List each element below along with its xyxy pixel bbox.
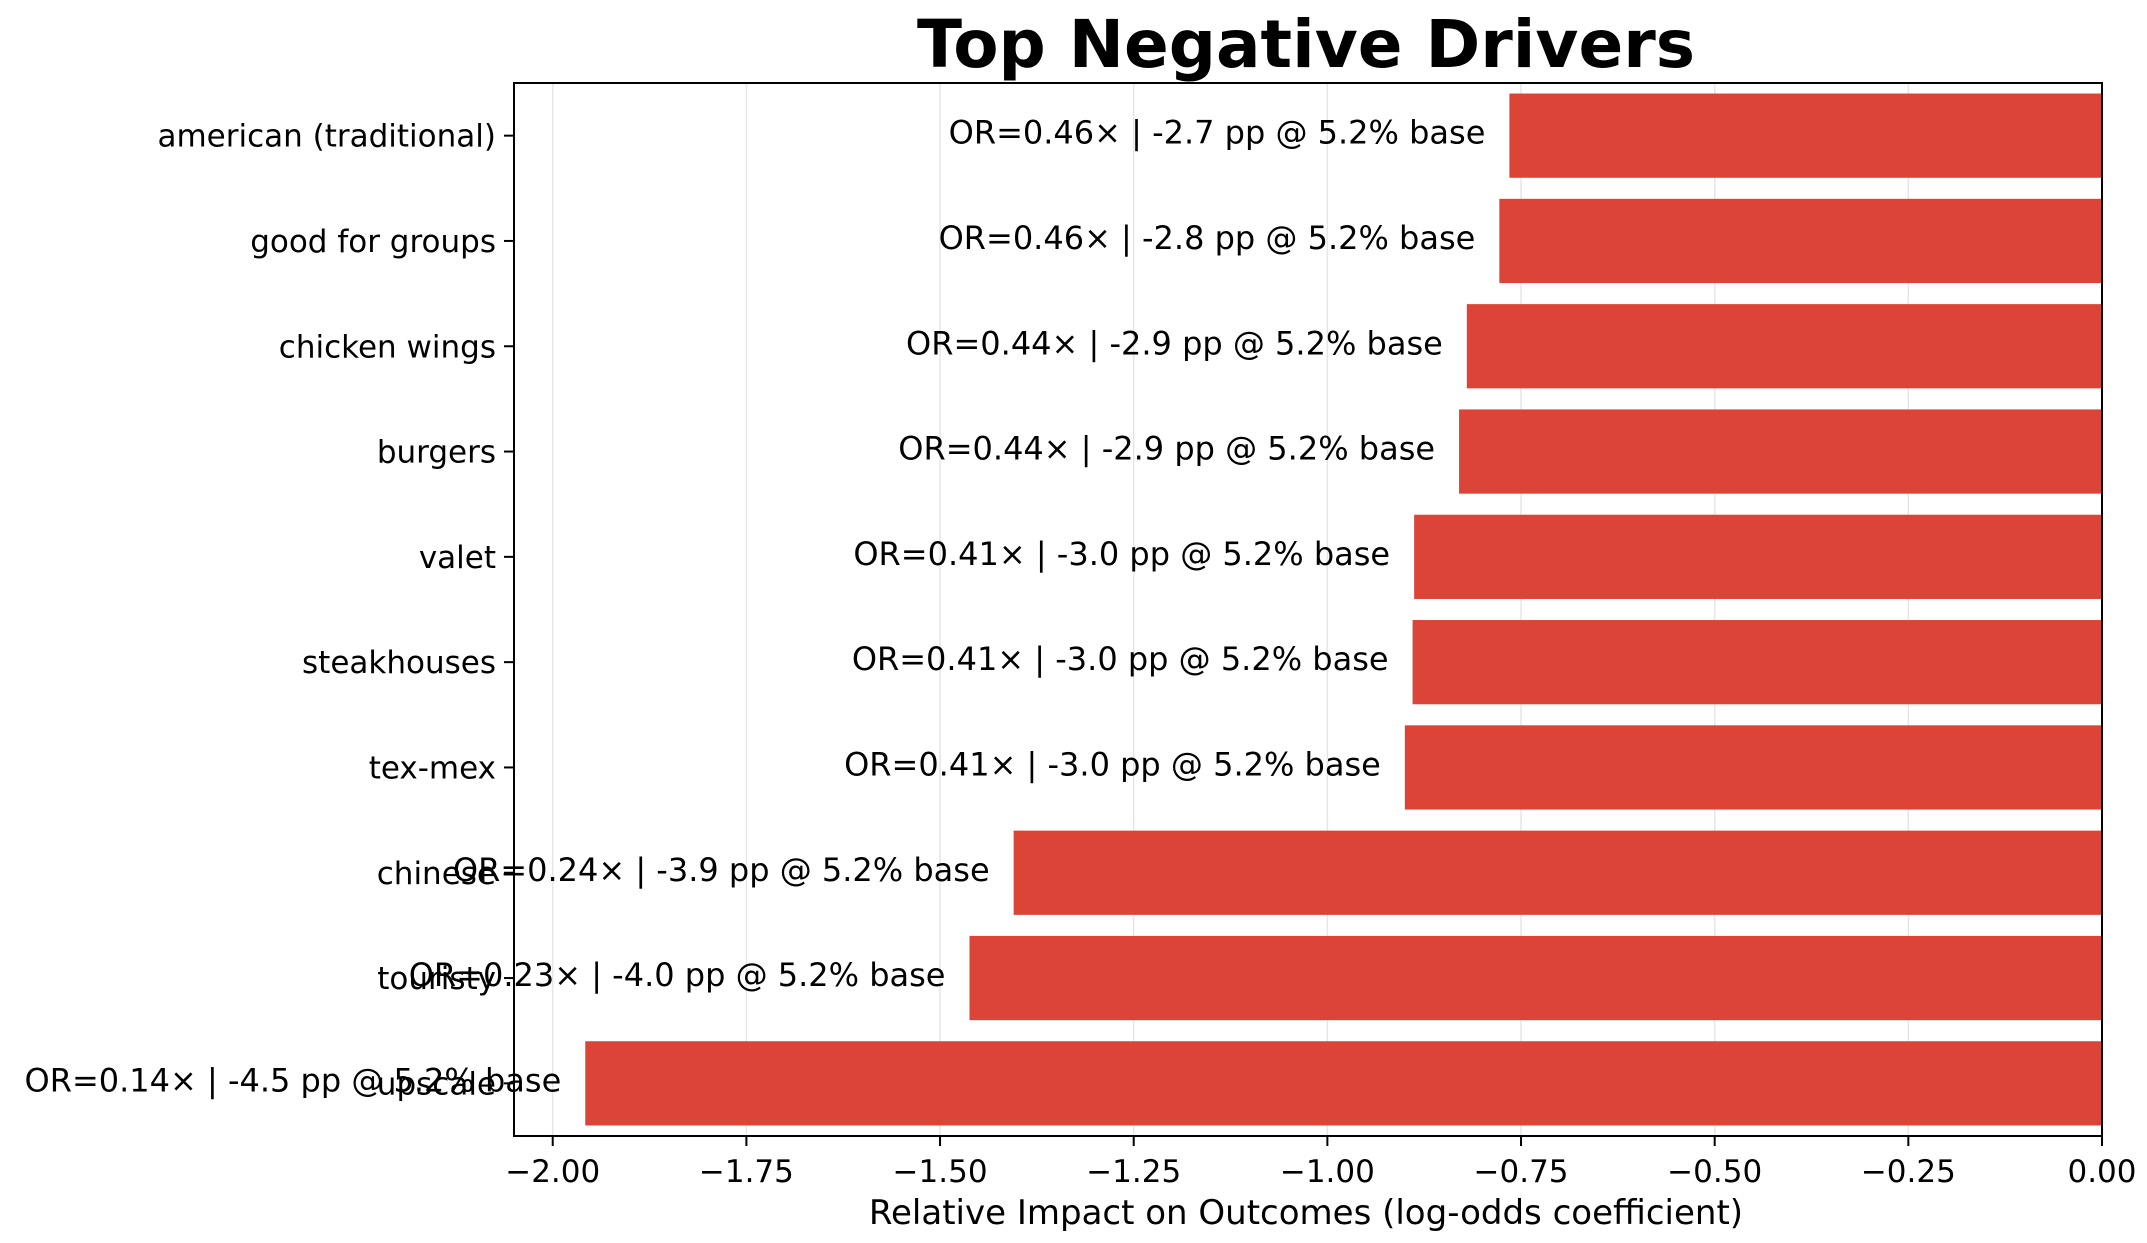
bar-value-label: OR=0.41× | -3.0 pp @ 5.2% base (844, 745, 1381, 783)
bar-value-label: OR=0.44× | -2.9 pp @ 5.2% base (906, 324, 1443, 362)
y-tick-label: valet (419, 540, 496, 576)
y-tick-label: steakhouses (302, 645, 496, 681)
x-tick-label: −0.75 (1474, 1154, 1569, 1190)
y-tick-label: chinese (377, 856, 496, 892)
x-tick-label: −0.50 (1667, 1154, 1762, 1190)
y-tick-label: american (traditional) (157, 119, 496, 155)
bar (969, 935, 2102, 1021)
bar (585, 1041, 2102, 1126)
x-tick-label: −2.00 (505, 1154, 600, 1190)
bar-value-label: OR=0.46× | -2.7 pp @ 5.2% base (949, 114, 1486, 152)
bar (1013, 830, 2102, 915)
bar-value-label: OR=0.41× | -3.0 pp @ 5.2% base (852, 640, 1389, 678)
y-tick-label: touristy (377, 961, 496, 997)
plot-frame (513, 82, 2103, 1137)
y-tick-label: burgers (377, 435, 496, 471)
bar (1459, 409, 2102, 494)
x-tick-label: −0.25 (1861, 1154, 1956, 1190)
bar (1499, 198, 2102, 284)
x-tick-label: −1.75 (699, 1154, 794, 1190)
y-tick-label: tex-mex (369, 750, 496, 786)
bar (1414, 514, 2102, 599)
x-tick-label: 0.00 (2067, 1154, 2136, 1190)
bar-value-label: OR=0.46× | -2.8 pp @ 5.2% base (939, 219, 1476, 257)
bar-annotations: OR=0.46× | -2.7 pp @ 5.2% base OR=0.46× |… (25, 114, 1486, 1100)
y-tick-label: chicken wings (279, 329, 496, 365)
x-axis-label: Relative Impact on Outcomes (log-odds co… (869, 1193, 1743, 1233)
bar (1404, 725, 2102, 810)
bar (1509, 93, 2102, 178)
bar-value-label: OR=0.14× | -4.5 pp @ 5.2% base (25, 1061, 562, 1099)
bar (1466, 304, 2102, 389)
y-axis-ticks: american (traditional) good for groups chi… (157, 119, 514, 1102)
x-tick-label: −1.50 (893, 1154, 988, 1190)
bars (585, 93, 2102, 1126)
bar-value-label: OR=0.41× | -3.0 pp @ 5.2% base (853, 535, 1390, 573)
x-tick-label: −1.00 (1280, 1154, 1375, 1190)
bar-value-label: OR=0.23× | -4.0 pp @ 5.2% base (409, 956, 946, 994)
bar-value-label: OR=0.44× | -2.9 pp @ 5.2% base (898, 430, 1435, 468)
bar (1412, 620, 2102, 705)
x-tick-label: −1.25 (1086, 1154, 1181, 1190)
x-axis-ticks: −2.00 −1.75 −1.50 −1.25 −1.00 −0.75 −0.50 −0.25… (505, 1136, 2137, 1190)
y-tick-label: good for groups (250, 224, 496, 260)
bar-value-label: OR=0.24× | -3.9 pp @ 5.2% base (453, 851, 990, 889)
chart-title: Top Negative Drivers (917, 6, 1695, 83)
y-tick-label: upscale (377, 1066, 496, 1102)
